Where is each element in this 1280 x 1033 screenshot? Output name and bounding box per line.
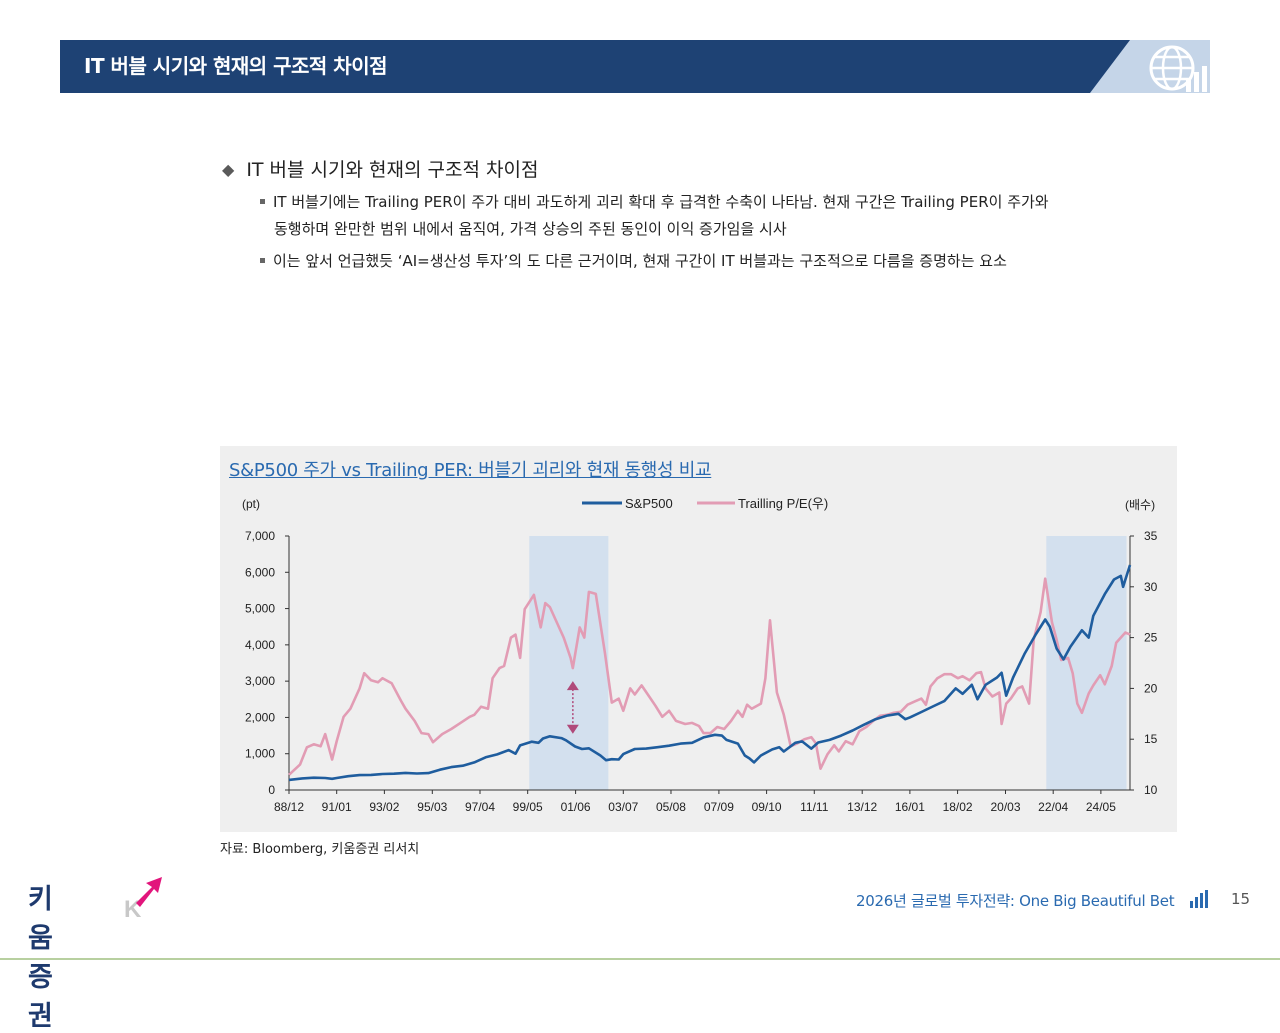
x-tick-label: 03/07 [608,800,638,814]
left-tick-label: 5,000 [245,602,275,616]
footer-title: 2026년 글로벌 투자전략: One Big Beautiful Bet [856,892,1175,910]
chart-svg: 0 1,000 2,000 3,000 4,000 5,000 6,000 7,000 10 15… [242,496,1158,814]
bottom-rule [0,958,1280,960]
diamond-bullet-icon: ◆ [222,160,235,179]
logo-arrow-icon: K [124,877,162,923]
x-tick-label: 01/06 [561,800,591,814]
right-tick-label: 25 [1144,631,1158,645]
shaded-period-0 [529,536,609,790]
banner-shape [60,40,1210,93]
sub-bullet-1: IT 버블기에는 Trailing PER이 주가 대비 과도하게 괴리 확대 … [260,189,1178,243]
shaded-period-1 [1046,536,1127,790]
chart-title: S&P500 주가 vs Trailing PER: 버블기 괴리와 현재 동행… [229,460,712,481]
x-tick-label: 16/01 [895,800,925,814]
left-tick-label: 2,000 [245,710,275,724]
x-tick-label: 99/05 [513,800,543,814]
page-number: 15 [1231,890,1251,908]
sub-bullet-1-line1: IT 버블기에는 Trailing PER이 주가 대비 과도하게 괴리 확대 … [273,193,1049,211]
square-bullet-icon [260,199,265,204]
divergence-arrow-head-up [566,681,579,691]
trailing-pe-series-line [288,577,1131,776]
sub-bullet-1-line2: 동행하며 완만한 범위 내에서 움직여, 가격 상승의 주된 동인이 이익 증가… [274,220,787,238]
x-tick-label: 05/08 [656,800,686,814]
sp500-series-line [288,564,1132,782]
right-tick-label: 15 [1144,732,1158,746]
legend-sp500-label: S&P500 [625,496,673,511]
globe-chart-icon [1149,45,1207,92]
right-tick-label: 35 [1144,529,1158,543]
x-tick-label: 22/04 [1038,800,1068,814]
right-tick-label: 30 [1144,580,1158,594]
main-bullet-text: IT 버블 시기와 현재의 구조적 차이점 [246,159,539,181]
divergence-arrow-head-down [566,724,579,734]
x-tick-label: 13/12 [847,800,877,814]
x-tick-label: 88/12 [274,800,304,814]
main-bullet: ◆ IT 버블 시기와 현재의 구조적 차이점 [222,155,538,182]
header-banner: IT 버블 시기와 현재의 구조적 차이점 [60,40,1210,93]
sub-bullet-2-line1: 이는 앞서 언급했듯 ‘AI=생산성 투자’의 도 다른 근거이며, 현재 구간… [273,252,1007,270]
page-title: IT 버블 시기와 현재의 구조적 차이점 [84,54,388,78]
left-tick-label: 0 [268,783,275,797]
right-axis-unit: (배수) [1125,498,1155,512]
right-tick-label: 20 [1144,681,1158,695]
x-tick-label: 20/03 [990,800,1020,814]
x-tick-label: 07/09 [704,800,734,814]
x-tick-label: 91/01 [322,800,352,814]
x-tick-label: 18/02 [943,800,973,814]
x-tick-label: 11/11 [800,800,829,814]
source-note: 자료: Bloomberg, 키움증권 리서치 [220,842,420,857]
legend-pe-label: Trailling P/E(우) [738,496,828,511]
left-tick-label: 6,000 [245,565,275,579]
left-axis-unit: (pt) [242,497,260,511]
left-tick-label: 3,000 [245,674,275,688]
sub-bullet-2: 이는 앞서 언급했듯 ‘AI=생산성 투자’의 도 다른 근거이며, 현재 구간… [260,248,1178,275]
chart-panel: S&P500 주가 vs Trailing PER: 버블기 괴리와 현재 동행… [220,446,1177,832]
x-tick-label: 09/10 [752,800,782,814]
left-tick-label: 1,000 [245,747,275,761]
x-tick-label: 93/02 [369,800,399,814]
right-tick-label: 10 [1144,783,1158,797]
left-tick-label: 4,000 [245,638,275,652]
left-tick-label: 7,000 [245,529,275,543]
x-tick-label: 24/05 [1086,800,1116,814]
square-bullet-icon [260,258,265,263]
x-tick-label: 95/03 [417,800,447,814]
bar-chart-icon [1190,890,1208,908]
x-tick-label: 97/04 [465,800,495,814]
